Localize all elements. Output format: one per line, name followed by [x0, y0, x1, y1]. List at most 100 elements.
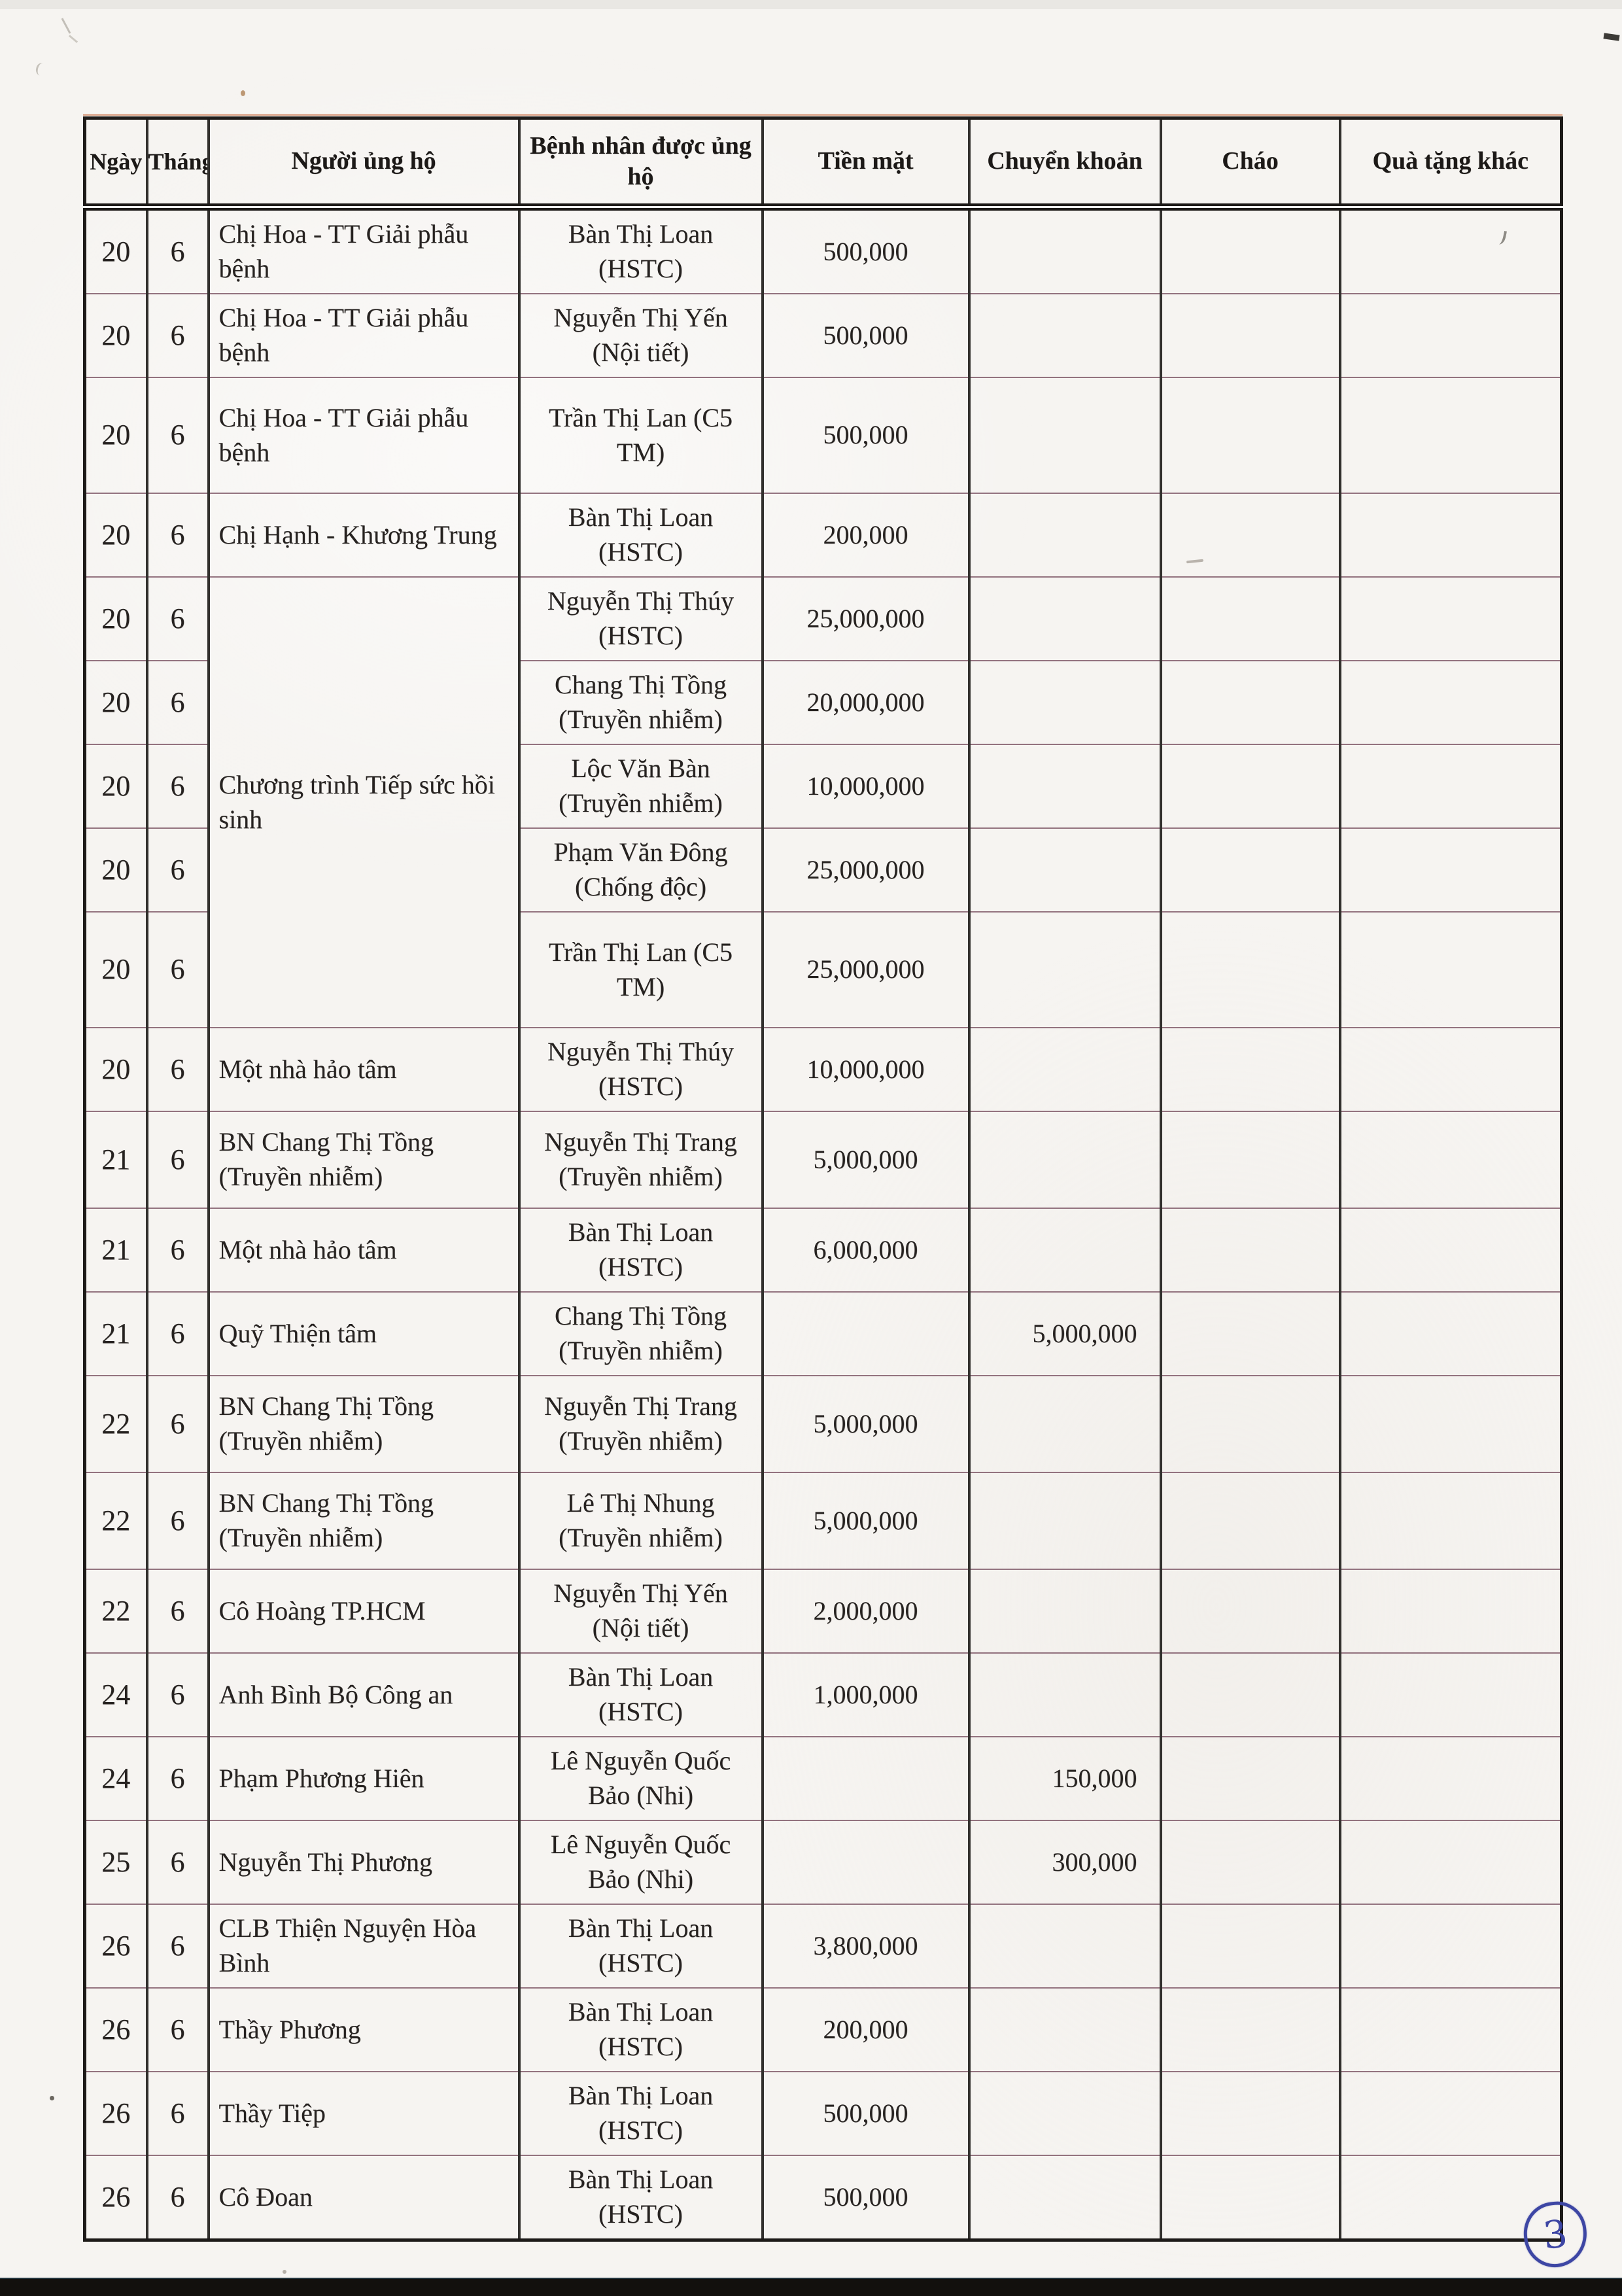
cell-month: 6	[145, 1569, 209, 1653]
cell-other-gifts	[1338, 1820, 1562, 1904]
cell-patient: Nguyễn Thị Yến (Nội tiết)	[517, 1569, 763, 1653]
table-row: 20 6 Chang Thị Tồng (Truyền nhiễm) 20,000,0…	[83, 660, 1562, 744]
cell-cash: 2,000,000	[761, 1569, 969, 1653]
cell-patient: Nguyễn Thị Yến (Nội tiết)	[517, 293, 763, 377]
cell-month: 6	[145, 576, 209, 661]
cell-patient: Nguyễn Thị Thúy (HSTC)	[517, 1027, 763, 1111]
cell-patient: Bàn Thị Loan (HSTC)	[517, 2155, 763, 2240]
cell-day: 22	[83, 1472, 147, 1569]
cell-day: 24	[83, 1736, 147, 1820]
cell-day: 20	[83, 206, 147, 294]
cell-cash: 500,000	[761, 206, 969, 294]
table-row: 20 6 Chương trình Tiếp sức hồi sinh Nguyễn …	[83, 576, 1562, 1028]
table-row: 20 6 Chị Hoa - TT Giải phẫu bệnh Bàn Thị Lo…	[83, 206, 1562, 294]
cell-day: 24	[83, 1652, 147, 1737]
cell-cash: 10,000,000	[761, 744, 969, 828]
cell-supporter: Một nhà hảo tâm	[207, 1208, 519, 1292]
cell-porridge	[1159, 1652, 1340, 1737]
cell-patient: Bàn Thị Loan (HSTC)	[517, 1904, 763, 1988]
cell-month: 6	[145, 1987, 209, 2072]
cell-other-gifts	[1338, 2071, 1562, 2155]
cell-porridge	[1159, 1736, 1340, 1820]
table-header: Ngày Tháng Người ủng hộ Bệnh nhân được ủng …	[83, 118, 1562, 211]
scan-artifact	[1603, 33, 1620, 41]
scan-color-fringe	[83, 114, 1562, 116]
cell-other-gifts	[1338, 206, 1562, 294]
cell-supporter: Chị Hoa - TT Giải phẫu bệnh	[207, 377, 519, 493]
cell-month: 6	[145, 2071, 209, 2155]
cell-patient: Trần Thị Lan (C5 TM)	[517, 911, 763, 1028]
cell-day: 22	[83, 1569, 147, 1653]
cell-transfer	[967, 1111, 1161, 1208]
cell-porridge	[1159, 2071, 1340, 2155]
cell-other-gifts	[1338, 1291, 1562, 1376]
cell-patient: Bàn Thị Loan (HSTC)	[517, 1208, 763, 1292]
cell-day: 20	[83, 660, 147, 744]
cell-patient: Bàn Thị Loan (HSTC)	[517, 206, 763, 294]
table-row: 26 6 Cô Đoan Bàn Thị Loan (HSTC) 500,000	[83, 2155, 1562, 2240]
table-body: 20 6 Chị Hoa - TT Giải phẫu bệnh Bàn Thị Lo…	[83, 206, 1562, 2240]
cell-month: 6	[145, 1291, 209, 1376]
cell-month: 6	[145, 1472, 209, 1569]
cell-porridge	[1159, 827, 1340, 912]
cell-patient: Chang Thị Tồng (Truyền nhiễm)	[517, 660, 763, 744]
cell-other-gifts	[1338, 744, 1562, 828]
cell-supporter: Cô Đoan	[207, 2155, 519, 2240]
cell-other-gifts	[1338, 493, 1562, 577]
cell-supporter: Nguyễn Thị Phương	[207, 1820, 519, 1904]
scan-artifact	[241, 90, 245, 96]
cell-cash: 500,000	[761, 377, 969, 493]
cell-other-gifts	[1338, 377, 1562, 493]
cell-month: 6	[145, 1736, 209, 1820]
cell-porridge	[1159, 1820, 1340, 1904]
cell-other-gifts	[1338, 1208, 1562, 1292]
cell-supporter: BN Chang Thị Tồng (Truyền nhiễm)	[207, 1111, 519, 1208]
donation-ledger-table: Ngày Tháng Người ủng hộ Bệnh nhân được ủng …	[83, 116, 1563, 2242]
cell-month: 6	[145, 493, 209, 577]
cell-month: 6	[145, 827, 209, 912]
cell-porridge	[1159, 493, 1340, 577]
cell-month: 6	[145, 1111, 209, 1208]
table-row: 21 6 Quỹ Thiện tâm Chang Thị Tồng (Truyền n…	[83, 1291, 1562, 1376]
cell-porridge	[1159, 377, 1340, 493]
cell-cash: 25,000,000	[761, 576, 969, 661]
col-header-porridge: Cháo	[1159, 118, 1340, 211]
cell-cash	[761, 1291, 969, 1376]
cell-transfer	[967, 576, 1161, 661]
cell-supporter: Chương trình Tiếp sức hồi sinh	[207, 576, 519, 1028]
cell-porridge	[1159, 1027, 1340, 1111]
cell-day: 20	[83, 576, 147, 661]
cell-month: 6	[145, 744, 209, 828]
cell-month: 6	[145, 1375, 209, 1472]
cell-transfer	[967, 206, 1161, 294]
cell-patient: Nguyễn Thị Trang (Truyền nhiễm)	[517, 1375, 763, 1472]
cell-transfer: 300,000	[967, 1820, 1161, 1904]
col-header-supporter: Người ủng hộ	[207, 118, 519, 211]
table-row: 26 6 Thầy Phương Bàn Thị Loan (HSTC) 200,000	[83, 1987, 1562, 2072]
cell-transfer	[967, 1904, 1161, 1988]
cell-patient: Trần Thị Lan (C5 TM)	[517, 377, 763, 493]
cell-porridge	[1159, 1472, 1340, 1569]
cell-cash: 6,000,000	[761, 1208, 969, 1292]
cell-porridge	[1159, 911, 1340, 1028]
cell-cash: 20,000,000	[761, 660, 969, 744]
cell-patient: Lê Nguyễn Quốc Bảo (Nhi)	[517, 1820, 763, 1904]
cell-supporter: CLB Thiện Nguyện Hòa Bình	[207, 1904, 519, 1988]
cell-supporter: Cô Hoàng TP.HCM	[207, 1569, 519, 1653]
cell-transfer	[967, 1027, 1161, 1111]
cell-other-gifts	[1338, 1569, 1562, 1653]
cell-patient: Nguyễn Thị Trang (Truyền nhiễm)	[517, 1111, 763, 1208]
cell-other-gifts	[1338, 660, 1562, 744]
col-header-month: Tháng	[145, 118, 209, 211]
cell-patient: Nguyễn Thị Thúy (HSTC)	[517, 576, 763, 661]
cell-other-gifts	[1338, 2155, 1562, 2240]
cell-cash: 5,000,000	[761, 1472, 969, 1569]
cell-transfer: 5,000,000	[967, 1291, 1161, 1376]
cell-porridge	[1159, 576, 1340, 661]
cell-other-gifts	[1338, 1375, 1562, 1472]
cell-month: 6	[145, 660, 209, 744]
cell-day: 21	[83, 1291, 147, 1376]
cell-day: 22	[83, 1375, 147, 1472]
cell-transfer	[967, 377, 1161, 493]
